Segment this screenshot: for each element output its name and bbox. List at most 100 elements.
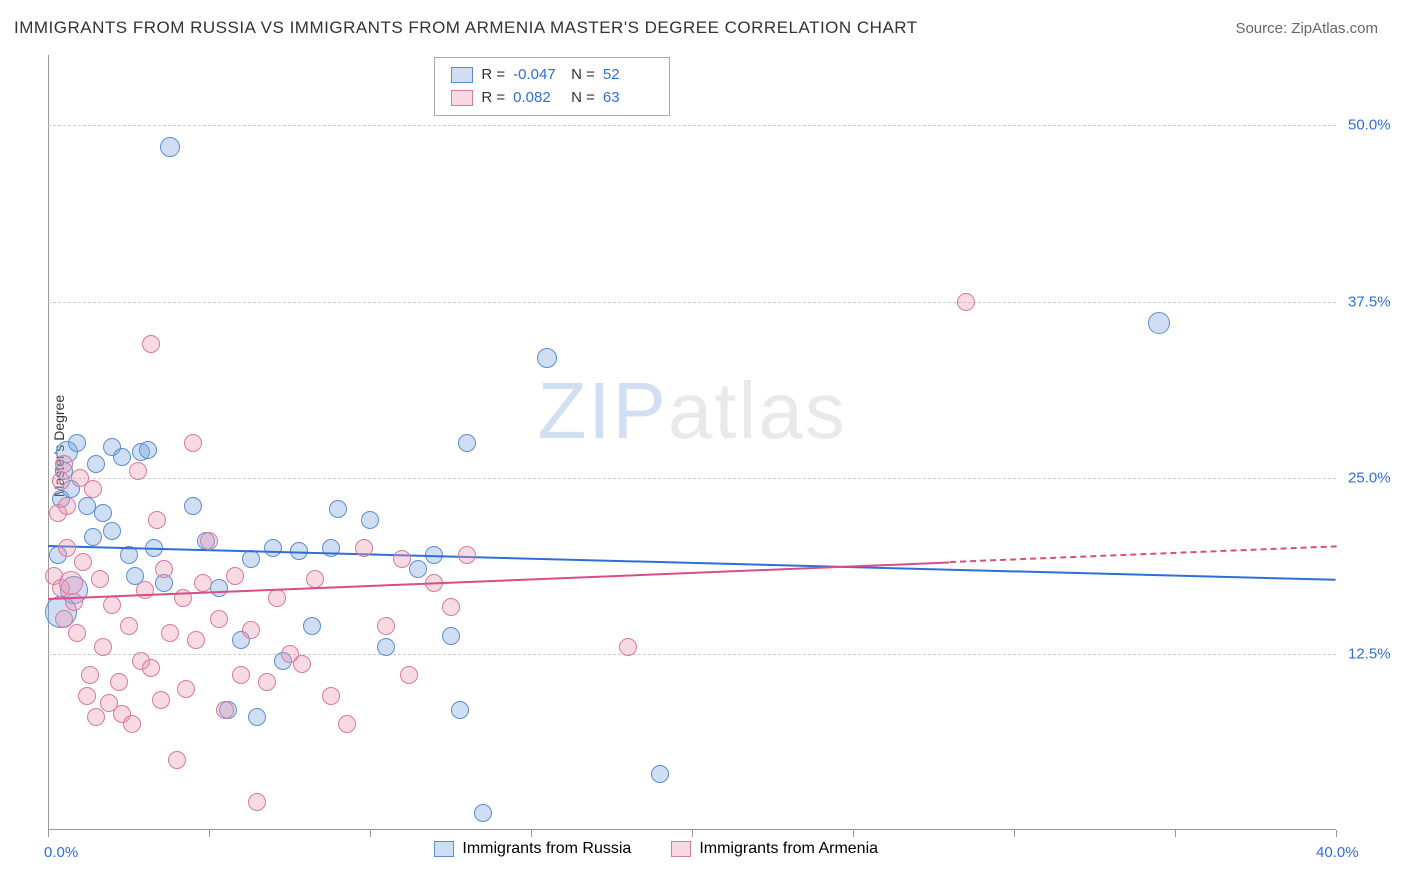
x-tick: [853, 830, 854, 837]
scatter-point-armenia: [322, 687, 340, 705]
plot-area: ZIPatlas: [48, 55, 1336, 830]
n-label: N =: [571, 64, 595, 87]
scatter-point-russia: [210, 579, 228, 597]
chart-title: IMMIGRANTS FROM RUSSIA VS IMMIGRANTS FRO…: [14, 18, 918, 38]
legend-swatch-armenia: [451, 90, 473, 106]
scatter-point-armenia: [232, 666, 250, 684]
y-tick-label: 25.0%: [1348, 469, 1391, 486]
scatter-point-russia: [303, 617, 321, 635]
scatter-point-armenia: [168, 751, 186, 769]
gridline: [48, 302, 1336, 303]
scatter-point-armenia: [242, 621, 260, 639]
scatter-point-armenia: [58, 539, 76, 557]
scatter-point-armenia: [187, 631, 205, 649]
trend-line-armenia-dash: [950, 545, 1336, 563]
x-tick: [1175, 830, 1176, 837]
scatter-point-armenia: [65, 593, 83, 611]
scatter-point-russia: [329, 500, 347, 518]
scatter-point-armenia: [306, 570, 324, 588]
scatter-point-armenia: [458, 546, 476, 564]
scatter-point-armenia: [148, 511, 166, 529]
scatter-point-russia: [242, 550, 260, 568]
scatter-point-armenia: [94, 638, 112, 656]
scatter-point-russia: [1148, 312, 1170, 334]
series-name: Immigrants from Armenia: [699, 840, 878, 858]
scatter-point-armenia: [68, 624, 86, 642]
scatter-point-armenia: [52, 472, 70, 490]
scatter-point-armenia: [87, 708, 105, 726]
scatter-point-armenia: [120, 617, 138, 635]
legend-swatch-russia: [451, 67, 473, 83]
scatter-point-armenia: [59, 571, 83, 595]
scatter-point-russia: [84, 528, 102, 546]
series-swatch-armenia: [671, 841, 691, 857]
scatter-point-armenia: [136, 581, 154, 599]
scatter-point-armenia: [142, 659, 160, 677]
scatter-point-armenia: [58, 497, 76, 515]
series-legend-item-armenia: Immigrants from Armenia: [671, 840, 878, 858]
scatter-point-russia: [248, 708, 266, 726]
scatter-point-russia: [409, 560, 427, 578]
gridline: [48, 125, 1336, 126]
watermark-b: atlas: [668, 366, 847, 455]
scatter-point-armenia: [268, 589, 286, 607]
r-label: R =: [481, 87, 505, 110]
scatter-point-russia: [113, 448, 131, 466]
scatter-point-armenia: [129, 462, 147, 480]
scatter-point-armenia: [194, 574, 212, 592]
scatter-point-armenia: [293, 655, 311, 673]
watermark-a: ZIP: [537, 366, 667, 455]
x-axis-min-label: 0.0%: [44, 844, 78, 861]
scatter-point-russia: [651, 765, 669, 783]
watermark: ZIPatlas: [537, 365, 846, 457]
chart-container: IMMIGRANTS FROM RUSSIA VS IMMIGRANTS FRO…: [0, 0, 1406, 892]
scatter-point-russia: [474, 804, 492, 822]
r-label: R =: [481, 64, 505, 87]
scatter-point-armenia: [393, 550, 411, 568]
scatter-point-armenia: [84, 480, 102, 498]
scatter-point-armenia: [200, 532, 218, 550]
scatter-point-armenia: [161, 624, 179, 642]
series-legend-item-russia: Immigrants from Russia: [434, 840, 631, 858]
scatter-point-armenia: [177, 680, 195, 698]
y-tick-label: 37.5%: [1348, 293, 1391, 310]
scatter-point-russia: [184, 497, 202, 515]
scatter-point-armenia: [400, 666, 418, 684]
r-value: 0.082: [513, 87, 563, 110]
scatter-point-russia: [139, 441, 157, 459]
scatter-point-armenia: [152, 691, 170, 709]
x-axis-max-label: 40.0%: [1316, 844, 1359, 861]
scatter-point-armenia: [155, 560, 173, 578]
scatter-point-russia: [94, 504, 112, 522]
scatter-point-armenia: [78, 687, 96, 705]
source-label: Source: ZipAtlas.com: [1235, 20, 1378, 37]
scatter-point-armenia: [338, 715, 356, 733]
scatter-point-armenia: [55, 455, 73, 473]
r-value: -0.047: [513, 64, 563, 87]
scatter-point-armenia: [258, 673, 276, 691]
scatter-point-russia: [442, 627, 460, 645]
gridline: [48, 478, 1336, 479]
scatter-point-armenia: [123, 715, 141, 733]
scatter-point-russia: [87, 455, 105, 473]
scatter-point-armenia: [377, 617, 395, 635]
scatter-point-russia: [103, 522, 121, 540]
correlation-legend: R =-0.047N =52R =0.082N =63: [434, 57, 670, 116]
x-tick: [370, 830, 371, 837]
scatter-point-russia: [451, 701, 469, 719]
scatter-point-armenia: [355, 539, 373, 557]
series-swatch-russia: [434, 841, 454, 857]
trend-line-armenia: [48, 561, 950, 599]
scatter-point-armenia: [957, 293, 975, 311]
scatter-point-armenia: [184, 434, 202, 452]
scatter-point-armenia: [210, 610, 228, 628]
scatter-point-russia: [458, 434, 476, 452]
x-tick: [1336, 830, 1337, 837]
x-tick: [531, 830, 532, 837]
scatter-point-armenia: [619, 638, 637, 656]
scatter-point-russia: [537, 348, 557, 368]
y-tick-label: 50.0%: [1348, 117, 1391, 134]
scatter-point-russia: [377, 638, 395, 656]
scatter-point-russia: [160, 137, 180, 157]
scatter-point-russia: [68, 434, 86, 452]
